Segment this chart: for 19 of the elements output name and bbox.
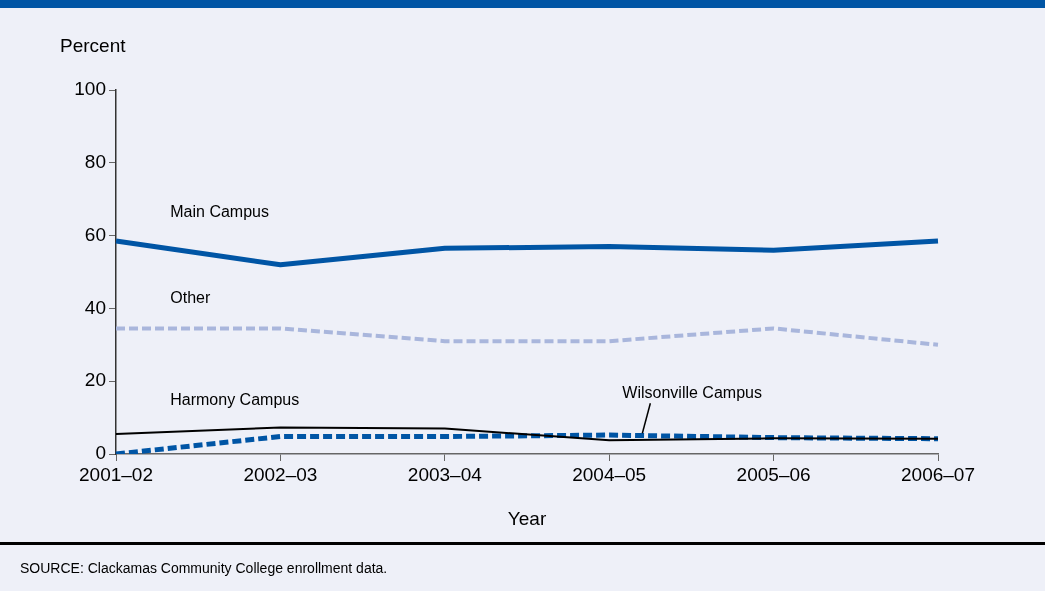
series-label: Other bbox=[170, 288, 211, 306]
x-tick-label: 2004–05 bbox=[572, 463, 647, 485]
x-axis-title: Year bbox=[507, 507, 547, 529]
x-tick-label: 2005–06 bbox=[736, 463, 811, 485]
x-tick-label: 2001–02 bbox=[79, 463, 153, 485]
series-label: Harmony Campus bbox=[170, 391, 300, 409]
y-tick-label: 40 bbox=[84, 296, 106, 318]
source-note: SOURCE: Clackamas Community College enrollment data. bbox=[20, 560, 388, 576]
series-label: Main Campus bbox=[170, 203, 269, 221]
y-axis-title: Percent bbox=[60, 35, 127, 57]
y-tick-label: 20 bbox=[84, 369, 106, 391]
x-tick-label: 2002–03 bbox=[243, 463, 318, 485]
text: Wilsonville Campus bbox=[622, 383, 762, 401]
y-tick-label: 60 bbox=[84, 223, 106, 245]
x-tick-label: 2003–04 bbox=[407, 463, 483, 485]
y-tick-label: 0 bbox=[95, 442, 106, 464]
y-tick-label: 80 bbox=[84, 151, 106, 173]
y-tick-label: 100 bbox=[74, 78, 106, 100]
x-tick-label: 2006–07 bbox=[901, 463, 975, 485]
